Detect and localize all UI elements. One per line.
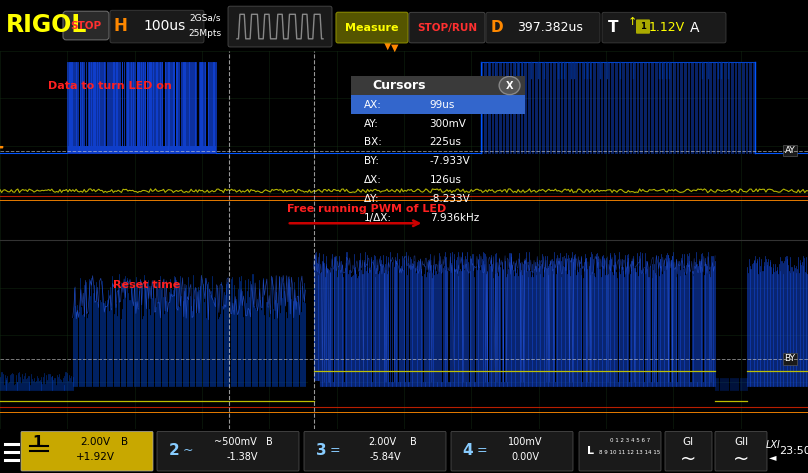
Text: ~: ~ [183, 444, 193, 457]
FancyBboxPatch shape [228, 6, 332, 47]
Text: 99us: 99us [430, 100, 455, 110]
FancyBboxPatch shape [715, 431, 767, 471]
Text: 25Mpts: 25Mpts [188, 29, 221, 38]
Text: -7.933V: -7.933V [430, 156, 470, 166]
Text: B: B [410, 437, 416, 447]
Text: AX: AX [222, 447, 235, 456]
Text: Data to turn LED on: Data to turn LED on [48, 81, 172, 91]
Text: ΔY:: ΔY: [364, 194, 379, 204]
FancyBboxPatch shape [21, 431, 153, 471]
FancyBboxPatch shape [304, 431, 446, 471]
Text: AX:: AX: [364, 100, 381, 110]
Text: L: L [587, 446, 595, 456]
FancyBboxPatch shape [336, 12, 408, 43]
Text: ~500mV: ~500mV [213, 437, 256, 447]
Text: D: D [490, 20, 503, 35]
FancyBboxPatch shape [665, 431, 712, 471]
Circle shape [499, 77, 520, 95]
Bar [351, 76, 525, 96]
Text: 397.382us: 397.382us [517, 21, 583, 34]
FancyBboxPatch shape [579, 431, 661, 471]
Text: -8.233V: -8.233V [430, 194, 470, 204]
Text: BY: BY [785, 354, 796, 363]
Text: X: X [506, 80, 513, 90]
Text: AY:: AY: [364, 119, 378, 129]
Text: 2: 2 [169, 443, 179, 458]
FancyBboxPatch shape [157, 431, 299, 471]
Text: GII: GII [734, 437, 748, 447]
FancyBboxPatch shape [63, 11, 109, 40]
Text: BY:: BY: [364, 156, 379, 166]
Bar [351, 96, 525, 114]
Text: 300mV: 300mV [430, 119, 466, 129]
Text: STOP: STOP [70, 20, 102, 31]
Text: 2.00V: 2.00V [368, 437, 396, 447]
Text: ▼: ▼ [391, 43, 399, 53]
FancyBboxPatch shape [409, 12, 485, 43]
Text: 225us: 225us [430, 137, 461, 148]
Text: Reset time: Reset time [113, 280, 180, 289]
Text: 0 1 2 3 4 5 6 7: 0 1 2 3 4 5 6 7 [610, 438, 650, 443]
Text: ◄: ◄ [769, 452, 776, 462]
Text: 0.00V: 0.00V [511, 452, 539, 462]
Text: H: H [113, 17, 127, 35]
Text: BX:: BX: [364, 137, 381, 148]
Text: -5.84V: -5.84V [369, 452, 401, 462]
Text: AY: AY [785, 146, 795, 155]
Text: 1.12V: 1.12V [649, 21, 685, 34]
Text: 126us: 126us [430, 175, 461, 185]
Text: 23:50: 23:50 [779, 446, 808, 456]
FancyBboxPatch shape [451, 431, 573, 471]
Text: Free running PWM of LED: Free running PWM of LED [287, 204, 446, 214]
Text: B: B [266, 437, 272, 447]
Text: A: A [690, 21, 700, 35]
Text: ~: ~ [680, 449, 696, 468]
Text: STOP/RUN: STOP/RUN [417, 23, 477, 33]
Text: RIGOL: RIGOL [6, 12, 87, 36]
Text: LXI: LXI [765, 440, 781, 450]
Text: 100mV: 100mV [507, 437, 542, 447]
Text: 7.936kHz: 7.936kHz [430, 213, 479, 223]
Text: 1/ΔX:: 1/ΔX: [364, 213, 392, 223]
Text: 2.00V: 2.00V [80, 437, 110, 447]
Text: 8 9 10 11 12 13 14 15: 8 9 10 11 12 13 14 15 [600, 450, 661, 455]
Text: =: = [477, 444, 487, 457]
FancyBboxPatch shape [636, 19, 650, 34]
Text: 1: 1 [33, 435, 44, 450]
Text: -1.38V: -1.38V [226, 452, 258, 462]
Text: +1.92V: +1.92V [75, 452, 115, 462]
Text: 4: 4 [463, 443, 473, 458]
Text: Cursors: Cursors [372, 79, 426, 92]
FancyBboxPatch shape [602, 12, 726, 43]
Text: ~: ~ [733, 449, 749, 468]
Text: 2GSa/s: 2GSa/s [189, 14, 221, 23]
Text: ↑: ↑ [627, 18, 637, 27]
Text: ▼: ▼ [384, 41, 392, 51]
Text: =: = [330, 444, 340, 457]
Text: 100us: 100us [144, 18, 186, 33]
FancyBboxPatch shape [110, 10, 204, 43]
Text: B: B [121, 437, 128, 447]
Text: BX: BX [307, 447, 320, 456]
Text: 1: 1 [640, 22, 646, 31]
Text: GI: GI [683, 437, 693, 447]
Text: Measure: Measure [345, 23, 399, 33]
FancyBboxPatch shape [486, 12, 600, 43]
Text: 3: 3 [316, 443, 326, 458]
Text: T: T [608, 20, 618, 35]
Text: ΔX:: ΔX: [364, 175, 381, 185]
